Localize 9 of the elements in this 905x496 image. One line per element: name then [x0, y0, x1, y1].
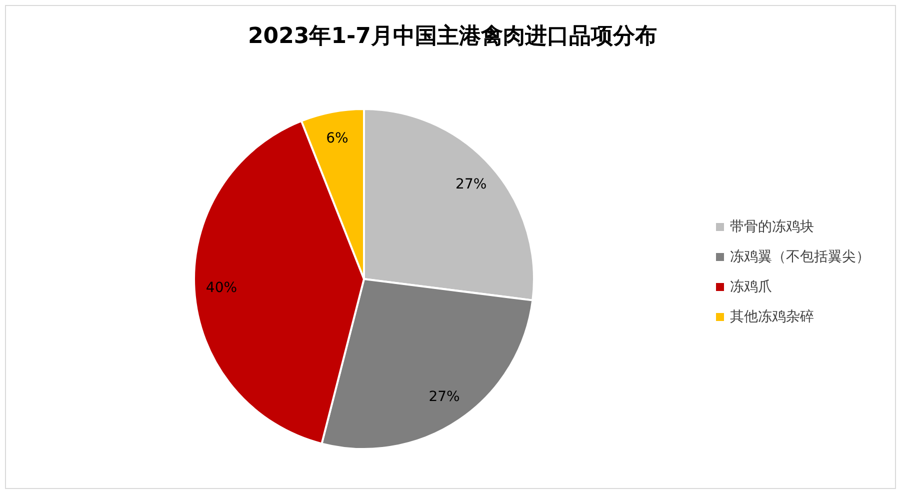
data-label: 40% [206, 280, 238, 296]
chart-title: 2023年1-7月中国主港禽肉进口品项分布 [247, 22, 658, 51]
legend-label: 其他冻鸡杂碎 [730, 308, 814, 326]
legend-label: 冻鸡爪 [730, 278, 772, 296]
legend-label: 冻鸡翼（不包括翼尖） [730, 248, 870, 266]
data-label: 27% [456, 176, 487, 193]
data-label: 27% [428, 389, 460, 406]
data-label: 6% [326, 130, 348, 147]
legend-label: 带骨的冻鸡块 [730, 218, 814, 236]
